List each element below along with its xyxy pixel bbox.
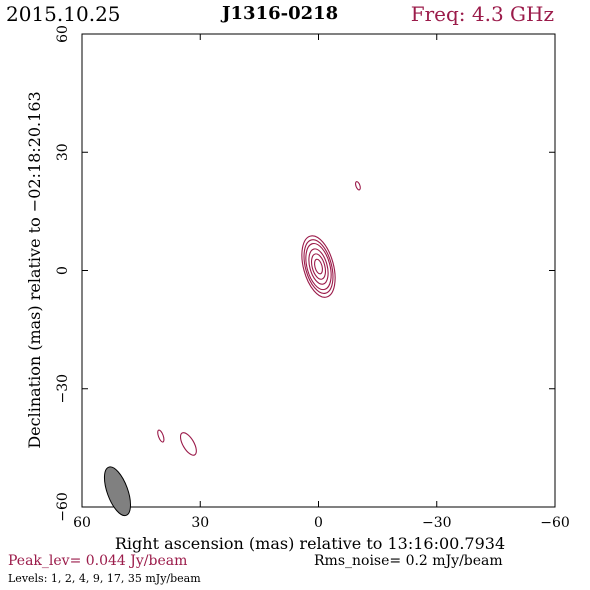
contour-line: [354, 181, 361, 191]
y-tick-label: 30: [55, 143, 71, 161]
contour-line: [314, 258, 323, 275]
y-tick-label: 60: [55, 25, 71, 43]
beam-ellipse: [103, 466, 131, 517]
peak-level: Peak_lev= 0.044 Jy/beam: [8, 553, 188, 569]
rms-noise: Rms_noise= 0.2 mJy/beam: [314, 553, 503, 569]
plot-frame: [81, 33, 556, 508]
contour-levels: Levels: 1, 2, 4, 9, 17, 35 mJy/beam: [8, 572, 201, 585]
y-axis-label: Declination (mas) relative to −02:18:20.…: [25, 91, 44, 448]
x-tick-label: 60: [73, 515, 91, 531]
x-tick-label: 30: [191, 515, 209, 531]
contour-line: [301, 235, 336, 298]
source-name: J1316-0218: [222, 3, 339, 24]
contour-line: [157, 429, 165, 443]
x-tick-label: 0: [314, 515, 323, 531]
contour-line: [305, 242, 332, 291]
x-tick-label: −30: [422, 515, 452, 531]
y-tick-label: −30: [55, 374, 71, 404]
observation-date: 2015.10.25: [6, 2, 121, 26]
contour-line: [179, 432, 197, 456]
contour-line: [310, 253, 327, 280]
y-tick-label: 0: [55, 266, 71, 275]
contour-line: [308, 248, 329, 285]
contour-line: [303, 239, 334, 294]
x-axis-label: Right ascension (mas) relative to 13:16:…: [115, 534, 505, 553]
y-tick-label: −60: [55, 492, 71, 522]
x-tick-label: −60: [540, 515, 570, 531]
frequency-label: Freq: 4.3 GHz: [410, 2, 554, 26]
